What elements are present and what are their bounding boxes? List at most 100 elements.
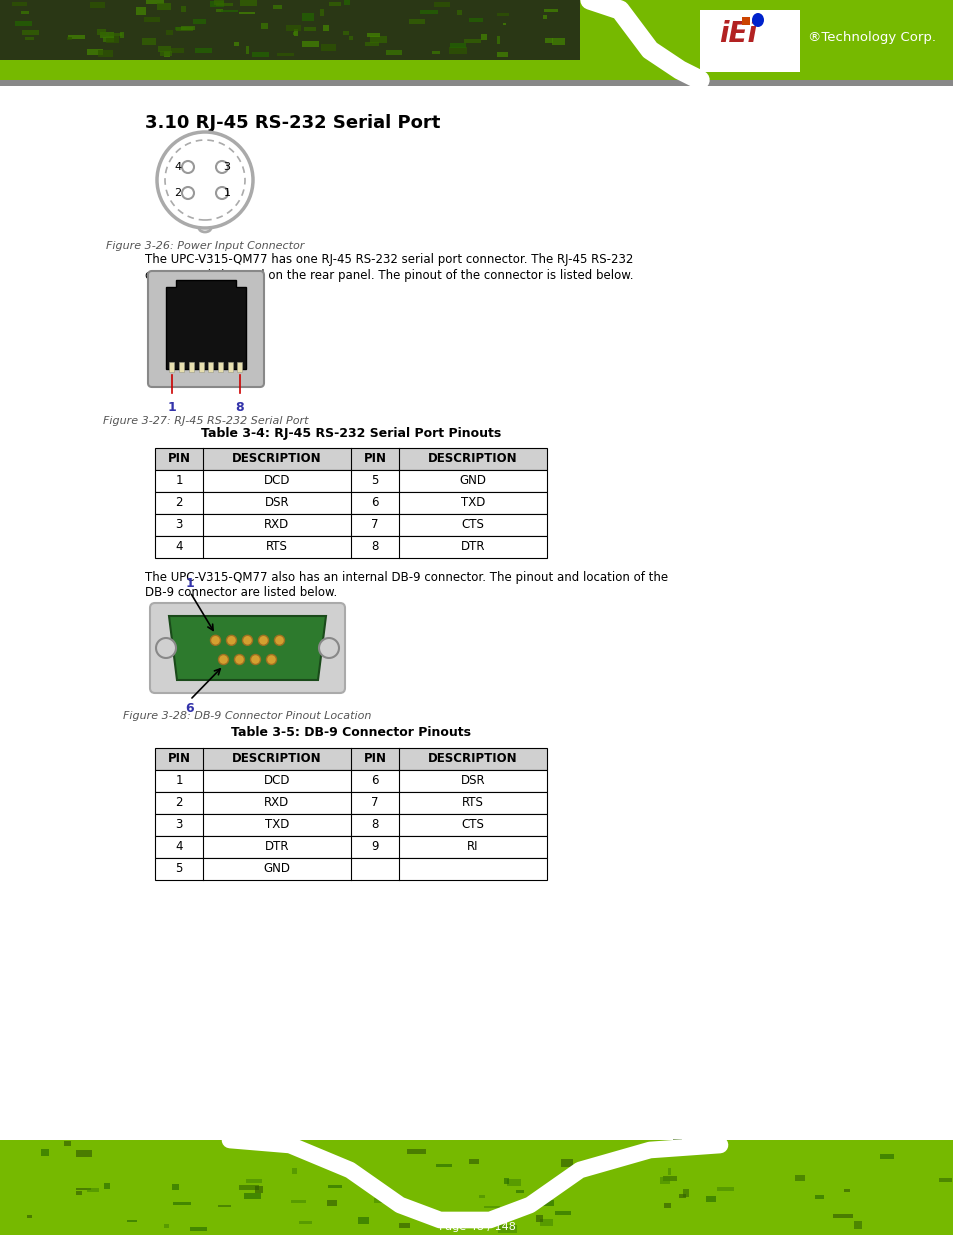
Text: RTS: RTS (266, 541, 288, 553)
Text: Page 48 / 148: Page 48 / 148 (438, 1221, 515, 1233)
Bar (164, 51, 171, 57)
Text: Figure 3-28: DB-9 Connector Pinout Location: Figure 3-28: DB-9 Connector Pinout Locat… (123, 711, 372, 721)
Bar (0, 1140, 953, 1235)
Text: DESCRIPTION: DESCRIPTION (428, 452, 517, 466)
Bar (302, 42, 319, 47)
Text: 1: 1 (175, 774, 183, 788)
Bar (154, 748, 546, 769)
Text: The UPC-V315-QM77 also has an internal DB-9 connector. The pinout and location o: The UPC-V315-QM77 also has an internal D… (145, 572, 667, 584)
Bar (853, 1221, 862, 1229)
Bar (176, 27, 193, 31)
Bar (302, 14, 314, 21)
Bar (217, 1204, 232, 1207)
Bar (741, 17, 749, 25)
Bar (26, 37, 34, 41)
Bar (398, 1223, 410, 1228)
Bar (370, 37, 387, 43)
Bar (328, 2, 340, 6)
Bar (342, 31, 349, 36)
Bar (157, 46, 172, 52)
Bar (164, 1224, 169, 1228)
Bar (189, 362, 193, 372)
FancyBboxPatch shape (150, 603, 345, 693)
Bar (303, 27, 316, 31)
Text: TXD: TXD (265, 819, 289, 831)
Bar (451, 1220, 463, 1223)
Bar (643, 1152, 647, 1158)
Bar (543, 9, 558, 12)
Circle shape (156, 638, 175, 658)
Bar (374, 1198, 389, 1203)
Bar (450, 43, 466, 48)
Bar (385, 51, 402, 54)
Bar (156, 2, 171, 10)
Bar (502, 22, 506, 25)
Bar (794, 1174, 804, 1181)
Text: PIN: PIN (168, 752, 191, 766)
Text: DESCRIPTION: DESCRIPTION (428, 752, 517, 766)
Bar (154, 536, 546, 558)
Text: 4: 4 (174, 162, 181, 172)
Text: 8: 8 (371, 819, 378, 831)
Bar (22, 30, 39, 36)
Text: Figure 3-27: RJ-45 RS-232 Serial Port: Figure 3-27: RJ-45 RS-232 Serial Port (103, 416, 309, 426)
Bar (516, 1189, 523, 1193)
Text: 1: 1 (168, 401, 176, 414)
Bar (180, 6, 186, 12)
Bar (154, 471, 546, 492)
Bar (357, 1216, 369, 1224)
Text: 2: 2 (174, 188, 181, 198)
Text: 3: 3 (175, 819, 182, 831)
Bar (539, 1219, 552, 1225)
Bar (173, 1202, 191, 1204)
Bar (228, 362, 233, 372)
Circle shape (182, 161, 193, 173)
Bar (154, 792, 546, 814)
Bar (420, 10, 437, 15)
Text: GND: GND (263, 862, 291, 876)
Bar (216, 2, 233, 6)
Text: DESCRIPTION: DESCRIPTION (232, 452, 321, 466)
Bar (135, 6, 146, 15)
Bar (239, 12, 254, 14)
Text: PIN: PIN (363, 752, 386, 766)
Bar (237, 362, 242, 372)
Bar (292, 1168, 297, 1174)
Circle shape (215, 186, 228, 199)
Bar (705, 1195, 716, 1202)
Text: DCD: DCD (263, 774, 290, 788)
Bar (154, 492, 546, 514)
Bar (21, 11, 30, 14)
Bar (541, 1200, 553, 1207)
Bar (64, 1141, 71, 1146)
Text: DTR: DTR (460, 541, 485, 553)
Text: TXD: TXD (460, 496, 485, 510)
Bar (682, 1189, 688, 1197)
Bar (179, 362, 184, 372)
Text: RTS: RTS (461, 797, 483, 809)
Bar (198, 362, 203, 372)
Bar (662, 1176, 676, 1181)
Text: CTS: CTS (461, 819, 484, 831)
Circle shape (215, 161, 228, 173)
Text: 7: 7 (371, 519, 378, 531)
Bar (76, 1188, 91, 1191)
Bar (663, 1203, 671, 1208)
Bar (69, 35, 85, 38)
Bar (246, 1179, 262, 1183)
Bar (449, 47, 467, 54)
Bar (144, 17, 159, 22)
Text: ®Technology Corp.: ®Technology Corp. (807, 31, 935, 43)
Bar (215, 9, 223, 12)
Bar (478, 1195, 485, 1198)
Bar (678, 1194, 685, 1198)
Bar (154, 769, 546, 792)
Bar (120, 32, 124, 37)
Bar (672, 1139, 680, 1145)
Text: 6: 6 (186, 701, 194, 715)
Bar (239, 0, 257, 6)
Text: The UPC-V315-QM77 has one RJ-45 RS-232 serial port connector. The RJ-45 RS-232: The UPC-V315-QM77 has one RJ-45 RS-232 s… (145, 253, 633, 267)
Text: DB-9 connector are listed below.: DB-9 connector are listed below. (145, 585, 337, 599)
Bar (291, 1200, 305, 1203)
Text: 6: 6 (371, 774, 378, 788)
